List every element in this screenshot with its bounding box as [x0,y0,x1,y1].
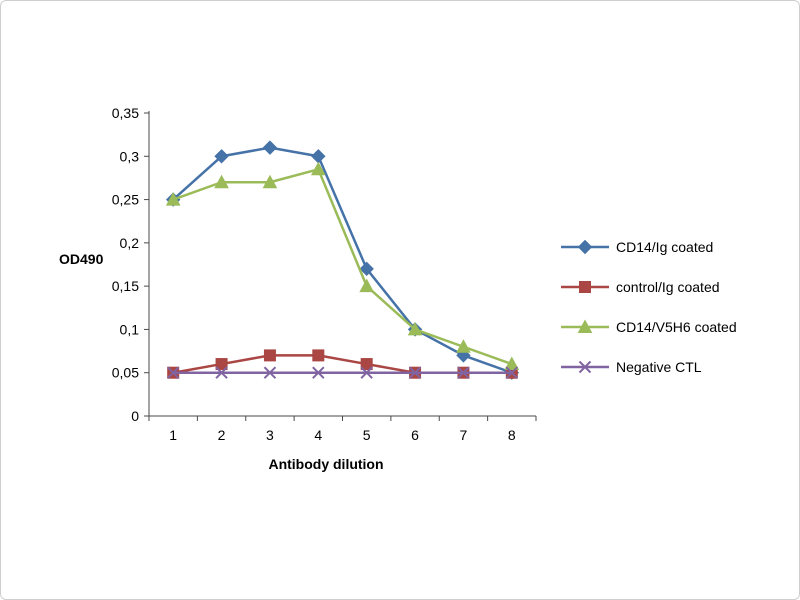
series-marker-3 [166,366,180,379]
legend-swatch-x-icon [561,360,609,374]
legend-item-2: CD14/V5H6 coated [561,307,737,347]
series-marker-2 [359,278,375,293]
series-line-0 [172,146,513,374]
y-tick-label: 0 [131,408,139,424]
x-tick-label: 7 [460,427,468,443]
series-marker-0 [359,261,374,277]
legend-marker [579,281,591,293]
x-tick-label: 1 [169,427,177,443]
legend-label: CD14/Ig coated [616,239,714,255]
legend-swatch-diamond-icon [561,239,609,255]
series-marker-1 [360,358,373,371]
x-tick-label: 4 [314,427,322,443]
series-marker-1 [312,349,325,362]
series-2 [165,161,520,371]
legend-label: control/Ig coated [616,279,720,295]
x-axis-title: Antibody dilution [268,456,384,472]
y-tick-label: 0,05 [112,365,139,381]
y-tick-label: 0,25 [112,192,139,208]
legend-item-3: Negative CTL [561,347,737,387]
series-marker-3 [215,366,228,379]
legend-marker [578,360,592,374]
series-marker-3 [263,366,277,379]
series-marker-2 [456,339,471,353]
legend-item-1: control/Ig coated [561,267,737,307]
legend-marker [577,239,593,255]
y-tick-label: 0,3 [120,148,140,164]
series-marker-2 [262,174,278,189]
y-tick-label: 0,2 [120,235,140,251]
series-marker-3 [360,366,373,379]
series-marker-1 [263,349,276,362]
x-tick-label: 6 [411,427,419,443]
series-marker-2 [504,356,520,371]
series-marker-0 [262,140,278,155]
x-tick-label: 3 [266,427,274,443]
legend-swatch-square-icon [561,281,609,293]
series-marker-3 [408,366,422,379]
series-3 [166,366,519,379]
y-tick-label: 0,35 [112,105,139,121]
x-tick-label: 5 [363,427,371,443]
series-marker-0 [214,149,229,164]
series-marker-1 [215,358,228,371]
chart-legend: CD14/Ig coated control/Ig coated CD14/V5H6… [561,227,737,387]
legend-label: Negative CTL [616,359,702,375]
series-marker-2 [407,321,423,336]
legend-label: CD14/V5H6 coated [616,319,737,335]
series-marker-3 [505,366,519,379]
legend-swatch-triangle-icon [561,319,609,333]
series-marker-2 [165,192,181,206]
x-tick-label: 8 [508,427,516,443]
legend-marker [577,319,593,333]
series-marker-2 [214,174,229,189]
series-marker-0 [311,149,326,164]
y-axis-title: OD490 [59,251,104,267]
y-tick-label: 0,1 [120,321,140,337]
y-tick-label: 0,15 [112,278,139,294]
series-marker-3 [312,366,325,379]
series-line-2 [172,168,513,366]
series-marker-3 [457,366,470,379]
x-tick-label: 2 [218,427,226,443]
series-marker-2 [310,161,326,176]
legend-item-0: CD14/Ig coated [561,227,737,267]
